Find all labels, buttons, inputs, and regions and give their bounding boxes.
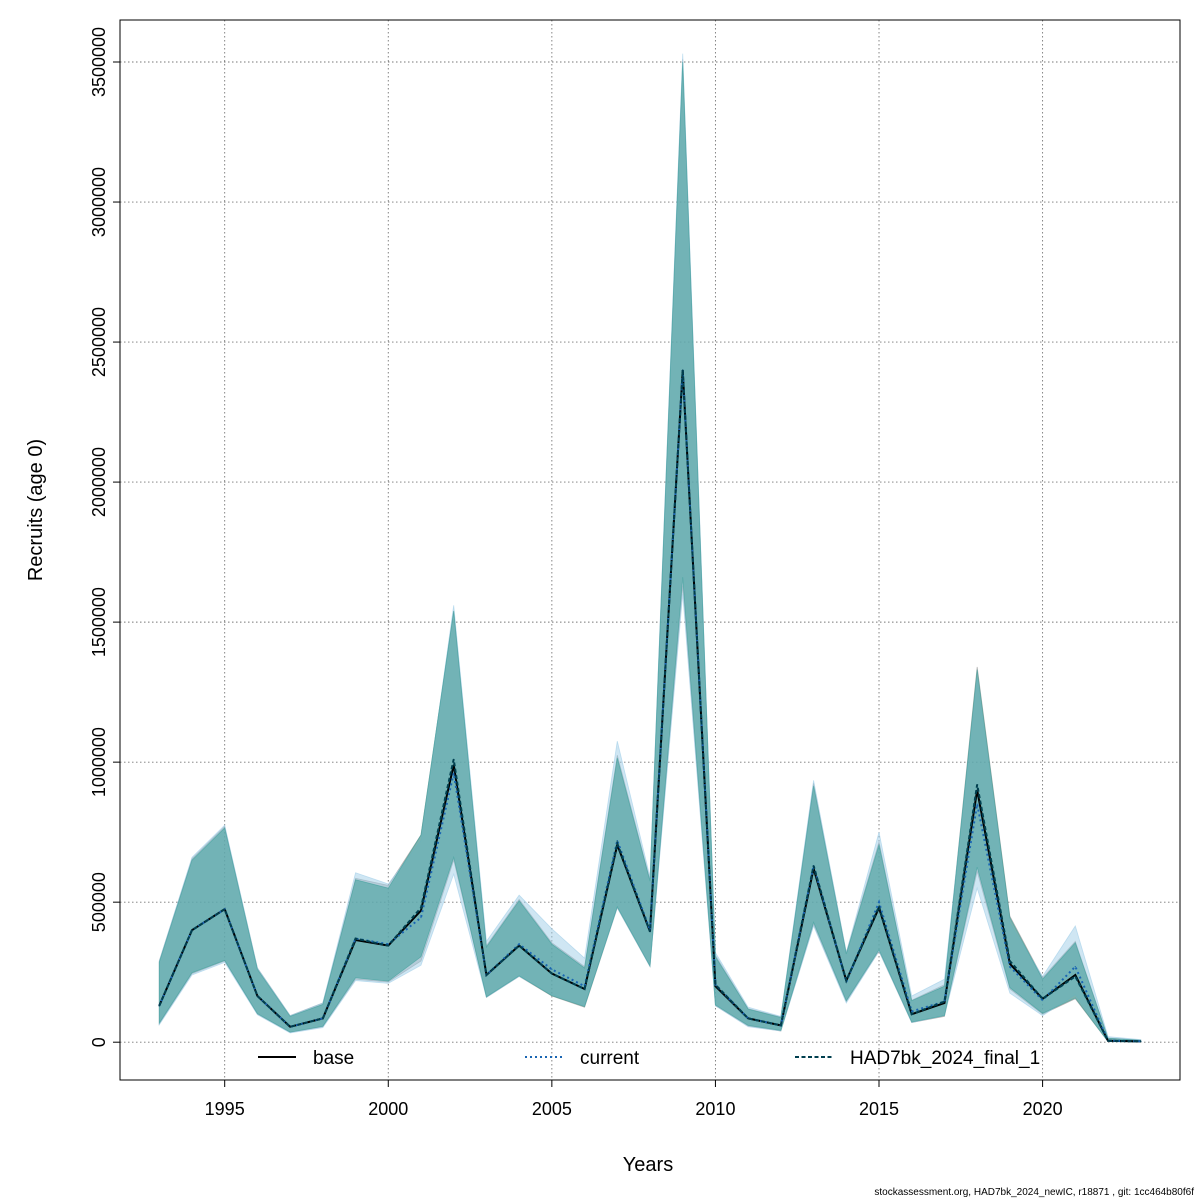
- data-point: [191, 929, 193, 931]
- y-axis: 0 500000 1000000 1500000 2000000 2500000 30000…: [89, 27, 120, 1047]
- data-point: [551, 968, 553, 970]
- data-point: [1074, 965, 1076, 968]
- data-point: [256, 995, 259, 997]
- data-point: [387, 944, 389, 947]
- data-point: [224, 908, 226, 910]
- y-tick-label: 500000: [89, 872, 109, 932]
- data-point: [420, 916, 422, 919]
- confidence-band-3: [158, 61, 1142, 1043]
- data-point: [322, 1017, 324, 1019]
- data-point: [682, 369, 684, 371]
- data-point: [1009, 960, 1011, 962]
- data-point: [1009, 963, 1011, 965]
- x-tick-label: 2010: [695, 1099, 735, 1119]
- data-point: [485, 974, 488, 976]
- x-tick-label: 1995: [205, 1099, 245, 1119]
- legend-label: current: [580, 1048, 640, 1069]
- plot-frame: [119, 19, 1181, 1081]
- data-point: [1041, 999, 1044, 1001]
- data-point: [943, 1000, 946, 1003]
- data-point: [583, 988, 586, 990]
- y-axis-title: Recruits (age 0): [25, 439, 47, 581]
- data-point: [354, 937, 357, 940]
- footer-note: stockassessment.org, HAD7bk_2024_newIC, …: [874, 1187, 1194, 1198]
- grid-lines: [120, 20, 1180, 1080]
- data-point: [420, 909, 422, 912]
- data-point: [158, 1005, 160, 1007]
- y-tick-label: 1500000: [89, 587, 109, 657]
- data-point: [420, 907, 422, 909]
- y-tick-label: 2000000: [89, 447, 109, 517]
- data-point: [714, 984, 717, 986]
- y-tick-label: 1000000: [89, 727, 109, 797]
- data-point: [453, 758, 455, 760]
- data-point: [1107, 1040, 1109, 1042]
- data-point: [518, 943, 520, 945]
- x-tick-label: 2005: [532, 1099, 572, 1119]
- legend-label: HAD7bk_2024_final_1: [850, 1048, 1040, 1069]
- legend: base current HAD7bk_2024_final_1: [258, 1048, 1040, 1069]
- data-point: [878, 901, 880, 903]
- data-point: [943, 1002, 946, 1004]
- data-point: [911, 1013, 913, 1015]
- y-tick-label: 3500000: [89, 27, 109, 97]
- data-point: [649, 930, 651, 933]
- x-tick-label: 2015: [859, 1099, 899, 1119]
- y-tick-label: 0: [89, 1037, 109, 1047]
- data-point: [616, 842, 618, 844]
- data-point: [976, 803, 978, 805]
- y-tick-label: 2500000: [89, 307, 109, 377]
- data-point: [780, 1024, 782, 1026]
- data-point: [518, 944, 520, 947]
- data-point: [1074, 974, 1076, 976]
- data-point: [747, 1017, 749, 1019]
- data-point: [453, 772, 455, 774]
- data-point: [976, 783, 978, 786]
- x-tick-label: 2000: [368, 1099, 408, 1119]
- data-point: [878, 905, 880, 907]
- data-point: [911, 1010, 913, 1012]
- data-point: [812, 865, 815, 867]
- data-point: [1140, 1040, 1142, 1042]
- x-axis: 1995 2000 2005 2010 2015 2020: [205, 1080, 1063, 1119]
- data-point: [845, 979, 847, 982]
- y-tick-label: 3000000: [89, 167, 109, 237]
- series-lines: [158, 369, 1142, 1043]
- x-axis-title: Years: [623, 1154, 673, 1176]
- x-tick-label: 2020: [1023, 1099, 1063, 1119]
- legend-label: base: [313, 1048, 354, 1069]
- data-point: [551, 972, 553, 975]
- data-point: [1074, 975, 1076, 977]
- data-point: [289, 1026, 291, 1028]
- data-point: [1009, 965, 1011, 968]
- data-point: [1041, 998, 1044, 1000]
- confidence-bands: [158, 53, 1142, 1043]
